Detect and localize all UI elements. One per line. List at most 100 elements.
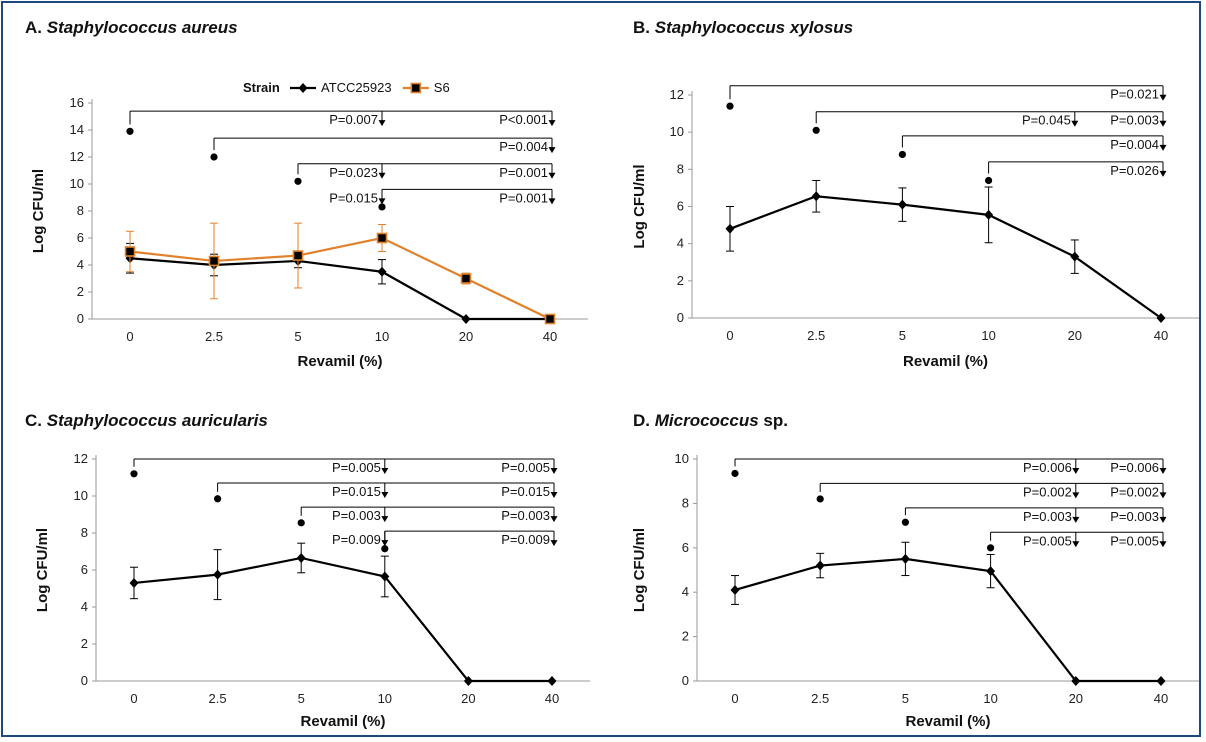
p-value-label: P=0.003 [1110, 509, 1159, 524]
y-axis-label: Log CFU/ml [631, 164, 648, 248]
p-value-label: P=0.005 [1023, 533, 1072, 548]
bracket-arrow-head [548, 147, 556, 154]
bracket-arrow-head [550, 540, 558, 547]
bracket-arrow-head [1072, 492, 1080, 499]
panel-title: C. Staphylococcus auricularis [25, 411, 268, 430]
p-value-label: P=0.009 [501, 532, 550, 547]
significance-bracket: P=0.015 P=0.001 [329, 188, 556, 211]
panel-title: D. Micrococcus sp. [633, 411, 788, 430]
p-value-label: P=0.002 [1023, 484, 1072, 499]
panel-title-suffix: sp. [759, 411, 788, 430]
data-point [986, 566, 996, 577]
significance-dot [898, 150, 907, 159]
bracket-arrow-head [1071, 120, 1079, 127]
p-value-label: P=0.005 [501, 460, 550, 475]
y-tick-label: 4 [682, 584, 689, 599]
bracket-arrow-head [548, 120, 556, 127]
bracket-arrow-head [1159, 468, 1167, 474]
p-value-label: P=0.045 [1022, 113, 1071, 128]
significance-dot [816, 495, 824, 503]
data-point [547, 676, 557, 686]
x-tick-label: 2.5 [205, 329, 223, 344]
bracket-arrow-head [548, 198, 556, 205]
data-point [292, 250, 304, 261]
y-tick-label: 2 [677, 273, 684, 288]
y-tick-label: 4 [677, 236, 684, 251]
data-point [730, 584, 740, 595]
significance-dot [378, 203, 386, 211]
panel-organism: Staphylococcus auricularis [47, 411, 268, 430]
bracket-arrow-head [1072, 516, 1080, 523]
x-tick-label: 10 [378, 691, 392, 706]
data-point [377, 266, 387, 277]
x-tick-label: 0 [130, 691, 137, 706]
y-tick-label: 2 [81, 636, 88, 651]
x-tick-label: 5 [298, 691, 305, 706]
significance-dot [297, 519, 305, 527]
p-value-label: P=0.002 [1110, 484, 1159, 499]
data-point [129, 577, 139, 588]
panel-organism: Staphylococcus aureus [47, 18, 238, 37]
y-tick-label: 6 [677, 199, 684, 214]
y-tick-label: 10 [70, 176, 84, 191]
chart-panel-1: A. Staphylococcus aureus 0 2 4 6 8 10 12 14 16 0 2.… [25, 18, 588, 370]
significance-bracket: P=0.005 P=0.005 [130, 458, 558, 478]
bracket-arrow-head [378, 120, 386, 127]
bracket-arrow-head [381, 492, 389, 499]
data-point [461, 314, 471, 324]
significance-bracket: P=0.006 P=0.006 [731, 458, 1167, 478]
panel-title: B. Staphylococcus xylosus [633, 18, 853, 37]
x-tick-label: 2.5 [807, 328, 825, 343]
x-tick-label: 20 [459, 329, 473, 344]
x-tick-label: 0 [731, 691, 738, 706]
data-point [725, 223, 735, 234]
significance-dot [812, 126, 820, 134]
p-value-label: P=0.015 [329, 190, 378, 205]
x-tick-label: 20 [1069, 691, 1083, 706]
data-point [1156, 313, 1166, 323]
significance-dot [126, 127, 134, 135]
panel-letter: C. [25, 411, 47, 430]
bracket-arrow-head [550, 468, 558, 474]
series-line [133, 556, 552, 683]
p-value-label: P=0.004 [499, 139, 548, 154]
y-axis-label: Log CFU/ml [34, 528, 51, 612]
x-axis-label: Revamil (%) [297, 353, 382, 370]
significance-dot [214, 495, 222, 503]
series-line [129, 257, 550, 321]
x-tick-label: 5 [902, 691, 909, 706]
y-tick-label: 0 [682, 673, 689, 688]
data-point [463, 676, 473, 686]
significance-bracket: P=0.005 P=0.005 [987, 531, 1167, 552]
significance-dot [726, 102, 734, 110]
y-tick-label: 0 [677, 310, 684, 325]
data-point [897, 199, 907, 210]
significance-bracket: P=0.002 P=0.002 [816, 482, 1167, 503]
data-series [125, 242, 555, 324]
bracket-arrow-head [1159, 516, 1167, 523]
significance-bracket: P=0.003 P=0.003 [297, 506, 558, 527]
y-tick-label: 10 [74, 488, 88, 503]
x-tick-label: 10 [375, 329, 389, 344]
x-axis-label: Revamil (%) [905, 713, 990, 730]
x-tick-label: 40 [1154, 328, 1168, 343]
bracket-arrow-head [1159, 120, 1167, 127]
series-line [129, 236, 551, 320]
data-point [900, 553, 910, 564]
y-tick-label: 12 [74, 451, 88, 466]
p-value-label: P=0.004 [1110, 137, 1159, 152]
bracket-arrow-head [381, 540, 389, 547]
panel-title: A. Staphylococcus aureus [25, 18, 238, 37]
data-point [544, 313, 556, 325]
data-point [815, 560, 825, 571]
bracket-arrow-head [1159, 144, 1167, 151]
bracket-arrow-head [1159, 492, 1167, 499]
panel-letter: D. [633, 411, 655, 430]
y-tick-label: 16 [70, 95, 84, 110]
data-point [124, 246, 136, 257]
bracket-arrow-head [1072, 468, 1080, 474]
significance-bracket: P=0.015 P=0.015 [214, 482, 558, 503]
x-tick-label: 20 [1068, 328, 1082, 343]
significance-dot [381, 545, 389, 553]
